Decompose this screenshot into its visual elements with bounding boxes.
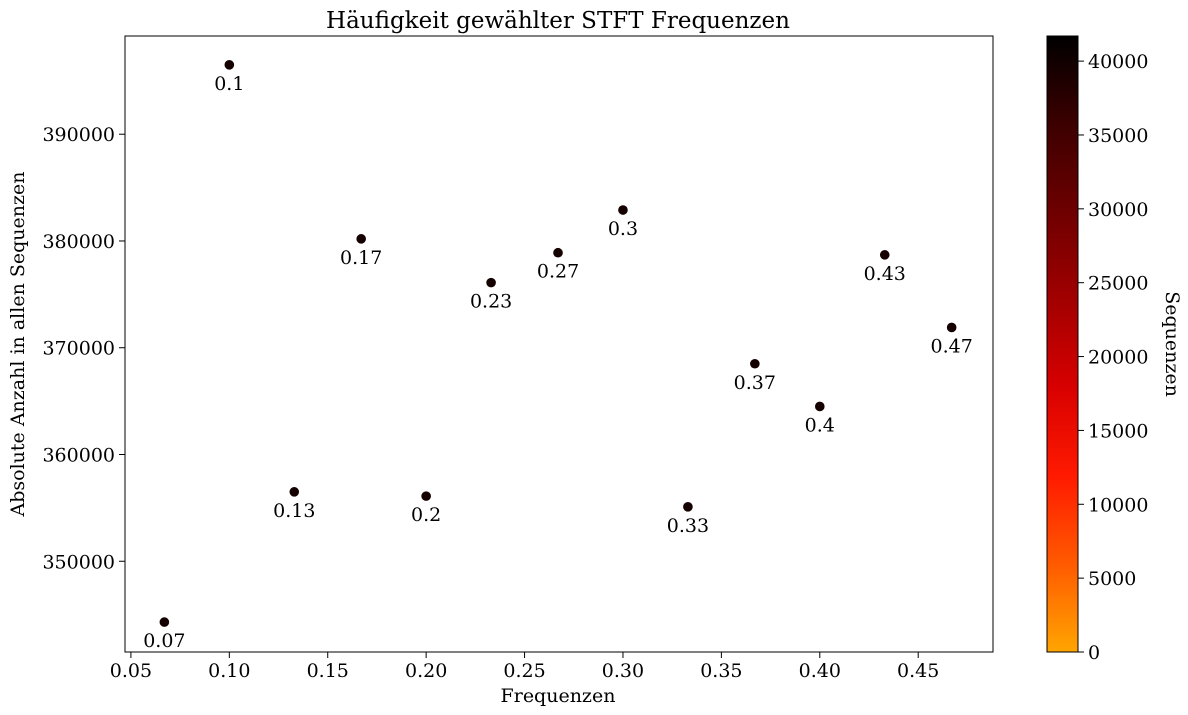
scatter-point: [421, 491, 431, 501]
point-label: 0.07: [143, 630, 185, 652]
colorbar: 0 5000 10000 15000 20000 25000 30000 35000 40000…: [1046, 35, 1183, 664]
plot-area: 0.05 0.10 0.15 0.20 0.25 0.30 0.35 0.40 0.45 350…: [42, 35, 994, 682]
scatter-point: [618, 205, 628, 215]
colorbar-tick-label: 30000: [1088, 199, 1148, 221]
scatter-point: [356, 234, 366, 244]
point-label: 0.4: [805, 414, 835, 436]
x-tick-label: 0.25: [503, 660, 545, 682]
colorbar-tick-label: 25000: [1088, 273, 1148, 295]
x-tick-label: 0.40: [799, 660, 841, 682]
point-label: 0.37: [734, 372, 776, 394]
colorbar-tick-label: 40000: [1088, 51, 1148, 73]
y-tick-label: 360000: [42, 444, 115, 466]
x-tick-label: 0.05: [110, 660, 152, 682]
y-tick-label: 380000: [42, 231, 115, 253]
colorbar-tick-label: 35000: [1088, 125, 1148, 147]
scatter-point: [553, 247, 563, 258]
x-tick-label: 0.15: [307, 660, 349, 682]
point-label: 0.33: [667, 515, 709, 537]
scatter-point: [486, 277, 496, 288]
x-tick-label: 0.20: [405, 660, 447, 682]
colorbar-tick-label: 15000: [1088, 420, 1148, 442]
scatter-point: [289, 487, 300, 497]
chart-title: Häufigkeit gewählter STFT Frequenzen: [326, 8, 790, 34]
point-label: 0.3: [608, 218, 638, 240]
scatter-point: [879, 250, 890, 260]
y-tick-label: 390000: [42, 124, 115, 146]
y-tick-label: 350000: [42, 551, 115, 573]
scatter-point: [814, 401, 825, 412]
point-label: 0.23: [470, 291, 512, 313]
x-tick-label: 0.30: [602, 660, 644, 682]
scatter-series: 0.07 0.1 0.13 0.17 0.2 0.23 0.27 0.3 0.33 0.37 0.4…: [143, 60, 973, 652]
scatter-point: [683, 502, 693, 512]
x-axis: 0.05 0.10 0.15 0.20 0.25 0.30 0.35 0.40 0.45: [110, 652, 939, 682]
colorbar-gradient: [1046, 35, 1079, 653]
colorbar-tick-label: 10000: [1088, 494, 1148, 516]
x-tick-label: 0.45: [897, 660, 939, 682]
point-label: 0.43: [864, 263, 906, 285]
colorbar-ticks: 0 5000 10000 15000 20000 25000 30000 35000 40000: [1078, 51, 1148, 664]
scatter-point: [224, 60, 235, 70]
point-label: 0.27: [537, 261, 579, 283]
y-tick-label: 370000: [42, 338, 115, 360]
y-axis: 350000 360000 370000 380000 390000: [42, 124, 125, 573]
y-axis-label: Absolute Anzahl in allen Sequenzen: [7, 172, 29, 518]
point-label: 0.47: [931, 335, 973, 357]
point-label: 0.13: [273, 500, 315, 522]
plot-frame: [124, 35, 994, 653]
scatter-point: [946, 322, 957, 333]
point-label: 0.1: [214, 73, 244, 95]
scatter-point: [159, 617, 170, 627]
colorbar-tick-label: 0: [1088, 642, 1100, 664]
colorbar-tick-label: 20000: [1088, 347, 1148, 369]
point-label: 0.17: [340, 247, 382, 269]
x-axis-label: Frequenzen: [501, 685, 616, 707]
colorbar-label: Sequenzen: [1161, 291, 1183, 397]
scatter-point: [750, 358, 760, 369]
x-tick-label: 0.10: [208, 660, 250, 682]
x-tick-label: 0.35: [700, 660, 742, 682]
point-label: 0.2: [411, 504, 441, 526]
colorbar-tick-label: 5000: [1088, 568, 1136, 590]
